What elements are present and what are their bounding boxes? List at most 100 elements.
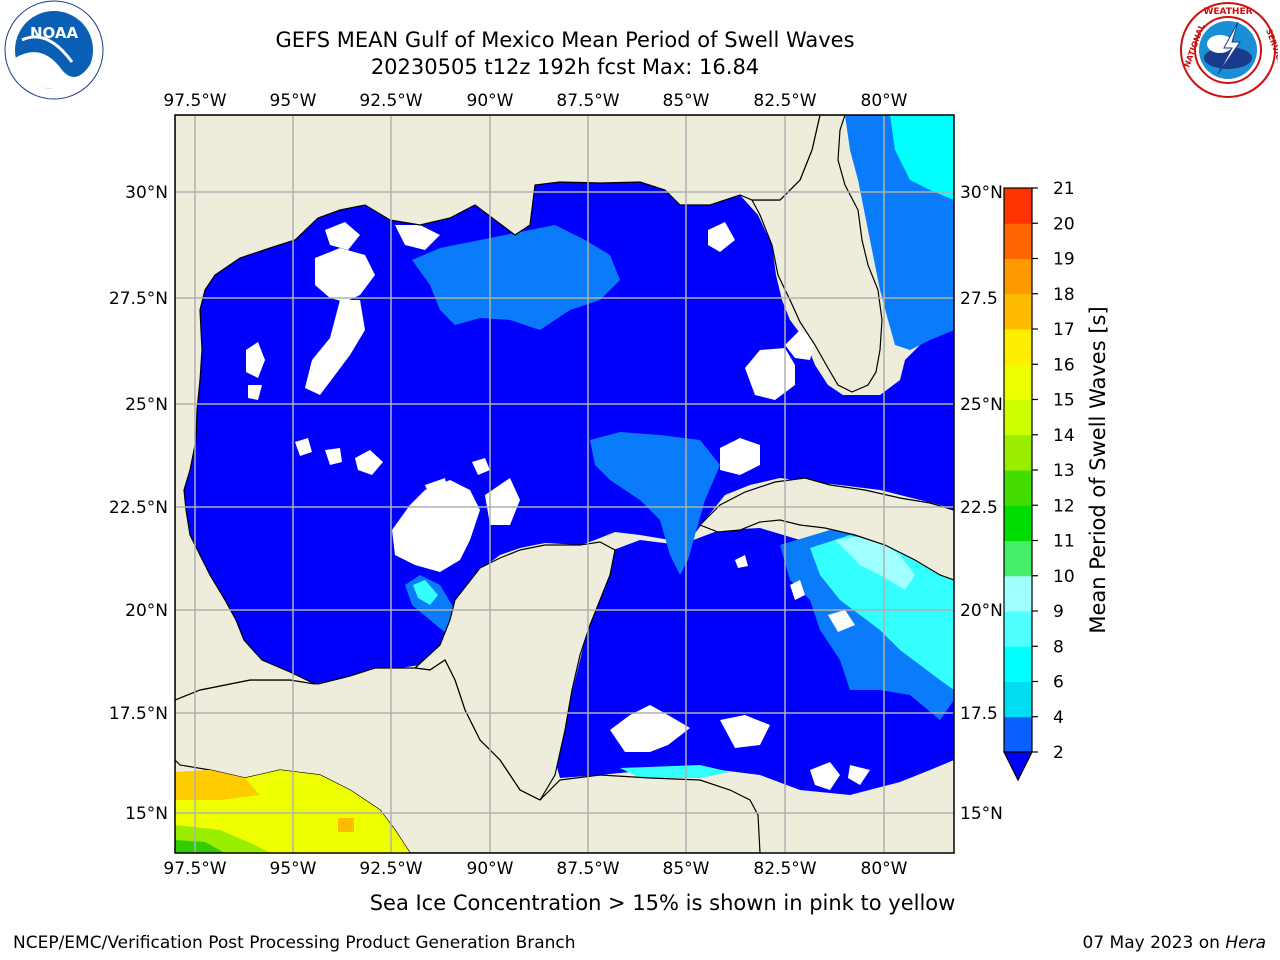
western-caribbean-cyan (810, 535, 954, 690)
lon-label: 87.5°W (556, 859, 619, 879)
lon-label: 87.5°W (556, 91, 619, 111)
colorbar-tick-label: 13 (1053, 461, 1075, 481)
colorbar-tick-label: 15 (1053, 391, 1075, 411)
lat-label: 30°N (960, 183, 1003, 203)
lat-label: 30°N (125, 183, 168, 203)
lat-label: 27.5 (960, 289, 998, 309)
lon-label: 95°W (270, 91, 317, 111)
map-gridlines (175, 115, 954, 853)
lat-label: 20°N (125, 601, 168, 621)
lon-label: 97.5°W (163, 859, 226, 879)
colorbar-tick-label: 4 (1053, 708, 1064, 728)
colorbar-extend-arrow (1003, 751, 1033, 782)
lon-label: 80°W (861, 91, 908, 111)
us-gulf-coast-land (175, 115, 821, 701)
pacific-orange-band (175, 770, 260, 800)
florida-land (751, 115, 883, 393)
colorbar-swatch (1004, 716, 1032, 753)
colorbar-swatch (1004, 399, 1032, 436)
footer-credit: NCEP/EMC/Verification Post Processing Pr… (13, 933, 576, 953)
colorbar-tick-label: 12 (1053, 496, 1075, 516)
colorbar-tick-label: 14 (1053, 426, 1075, 446)
map-frame (174, 114, 955, 854)
lon-labels-top: 97.5°W 95°W 92.5°W 90°W 87.5°W 85°W 82.5… (163, 91, 907, 111)
colorbar-swatch (1004, 646, 1032, 682)
lat-label: 17.5°N (109, 704, 168, 724)
lon-label: 85°W (663, 91, 710, 111)
pacific-green-band-2 (175, 840, 225, 853)
colorbar-tick-label: 9 (1053, 602, 1064, 622)
bahamas-swell-field (870, 380, 954, 505)
colorbar-swatch (1004, 681, 1032, 718)
noaa-logo: NOAA (4, 0, 104, 100)
nws-logo: WEATHER NATIONAL SERVICE (1180, 2, 1278, 98)
colorbar-tick-label: 17 (1053, 320, 1075, 340)
lat-label: 22.5 (960, 498, 998, 518)
yucatan-channel-mid-period (590, 432, 720, 575)
colorbar-tick-label: 6 (1053, 673, 1064, 693)
bay-of-campeche-cyan (413, 580, 438, 605)
svg-text:WEATHER: WEATHER (1203, 7, 1252, 17)
colorbar-swatch (1004, 611, 1032, 647)
lon-label: 97.5°W (163, 91, 226, 111)
lat-label: 27.5°N (109, 289, 168, 309)
colorbar-swatch (1004, 329, 1032, 365)
cuba-land (698, 477, 954, 581)
colorbar-swatch (1004, 470, 1032, 506)
atlantic-cyan-band (890, 115, 954, 200)
gulf-swell-field (184, 182, 954, 684)
colorbar-tick-label: 18 (1053, 285, 1075, 305)
lon-label: 92.5°W (359, 859, 422, 879)
chart-subtitle: 20230505 t12z 192h fcst Max: 16.84 (370, 55, 760, 79)
footer-host: Hera (1225, 933, 1266, 953)
colorbar-swatch (1004, 188, 1032, 224)
lat-labels-left: 30°N 27.5°N 25°N 22.5°N 20°N 17.5°N 15°N (109, 183, 168, 824)
lon-label: 82.5°W (753, 859, 816, 879)
colorbar-label: Mean Period of Swell Waves [s] (1086, 306, 1110, 634)
colorbar-swatch (1004, 434, 1032, 471)
colorbar-swatch (1004, 293, 1032, 330)
footer-date-text: 07 May 2023 on (1082, 933, 1226, 953)
sea-ice-note: Sea Ice Concentration > 15% is shown in … (369, 891, 956, 915)
mexico-land (175, 115, 761, 853)
lat-label: 20°N (960, 601, 1003, 621)
lat-label: 17.5 (960, 704, 998, 724)
colorbar-swatch (1004, 575, 1032, 612)
colorbar-swatch (1004, 223, 1032, 259)
lon-label: 82.5°W (753, 91, 816, 111)
western-caribbean-light-cyan (835, 535, 915, 590)
northern-gulf-mid-period (412, 225, 620, 330)
colorbar-swatch (1004, 505, 1032, 541)
lat-label: 25°N (125, 395, 168, 415)
colorbar-swatch (1004, 540, 1032, 577)
lat-label: 22.5°N (109, 498, 168, 518)
lon-label: 80°W (861, 859, 908, 879)
colorbar: 2 4 6 8 9 10 11 12 13 14 15 16 17 18 19 20 21 (1003, 179, 1075, 782)
lon-label: 95°W (270, 859, 317, 879)
colorbar-tick-label: 20 (1053, 214, 1075, 234)
colorbar-swatch (1004, 258, 1032, 295)
colorbar-tick-label: 2 (1053, 743, 1064, 763)
lat-label: 15°N (125, 804, 168, 824)
colorbar-tick-label: 16 (1053, 355, 1075, 375)
honduras-coast-cyan (620, 765, 730, 778)
lon-label: 90°W (467, 859, 514, 879)
lon-label: 92.5°W (359, 91, 422, 111)
colorbar-tick-label: 10 (1053, 567, 1075, 587)
lon-label: 90°W (467, 91, 514, 111)
colorbar-tick-label: 21 (1053, 179, 1075, 199)
noaa-logo-text: NOAA (30, 24, 79, 42)
missing-data-patches (246, 222, 870, 790)
colorbar-swatch (1004, 364, 1032, 400)
colorbar-tick-label: 19 (1053, 250, 1075, 270)
lat-labels-right: 30°N 27.5 25°N 22.5 20°N 17.5 15°N (960, 183, 1003, 824)
lat-label: 25°N (960, 395, 1003, 415)
footer-date: 07 May 2023 on Hera (1083, 933, 1267, 953)
lon-labels-bottom: 97.5°W 95°W 92.5°W 90°W 87.5°W 85°W 82.5… (163, 859, 907, 879)
colorbar-tick-label: 11 (1053, 532, 1075, 552)
chart-title: GEFS MEAN Gulf of Mexico Mean Period of … (275, 28, 855, 52)
lat-label: 15°N (960, 804, 1003, 824)
colorbar-tick-label: 8 (1053, 637, 1064, 657)
lon-label: 85°W (663, 859, 710, 879)
